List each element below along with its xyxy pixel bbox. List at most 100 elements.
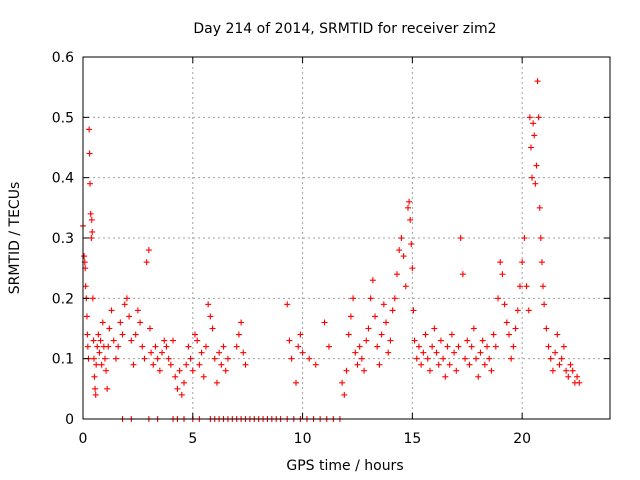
data-point — [411, 337, 418, 344]
data-point — [121, 301, 128, 308]
data-point — [535, 114, 542, 121]
data-point — [222, 367, 229, 374]
data-point — [490, 331, 497, 338]
data-point — [519, 259, 526, 266]
data-point — [451, 349, 458, 356]
data-point — [90, 355, 97, 362]
data-point — [325, 343, 332, 350]
data-point — [391, 295, 398, 302]
data-point — [415, 343, 422, 350]
data-point — [284, 301, 291, 308]
data-point — [207, 313, 214, 320]
data-point — [145, 247, 152, 254]
data-point — [552, 349, 559, 356]
data-point — [372, 313, 379, 320]
data-point — [88, 235, 95, 241]
data-point — [213, 379, 220, 386]
data-point — [473, 355, 480, 362]
data-point — [497, 259, 504, 266]
data-point — [218, 361, 225, 368]
data-point — [159, 349, 166, 356]
data-point — [464, 337, 471, 344]
data-point — [402, 283, 409, 290]
data-point — [93, 361, 100, 368]
data-point — [87, 210, 94, 217]
x-axis-label: GPS time / hours — [286, 458, 403, 474]
data-point — [433, 349, 440, 356]
data-point — [367, 295, 374, 302]
data-point — [394, 271, 401, 278]
data-point — [235, 331, 242, 338]
data-point — [514, 307, 521, 314]
data-point — [354, 361, 361, 368]
data-point — [117, 319, 124, 326]
data-point — [150, 361, 157, 368]
data-point — [137, 319, 144, 326]
data-point — [398, 235, 405, 241]
data-point — [345, 331, 352, 338]
data-point — [132, 331, 139, 338]
data-point — [512, 325, 519, 332]
data-point — [143, 259, 150, 266]
data-point — [453, 367, 460, 374]
data-point — [128, 337, 135, 344]
data-point — [126, 313, 133, 320]
data-point — [119, 331, 126, 338]
data-point — [350, 295, 357, 302]
data-point — [299, 349, 306, 356]
data-point — [134, 307, 141, 314]
chart-title: Day 214 of 2014, SRMTID for receiver zim… — [193, 21, 496, 37]
data-point — [176, 367, 183, 374]
data-point — [505, 331, 512, 338]
data-point — [198, 349, 205, 356]
data-point — [538, 259, 545, 266]
data-point — [466, 361, 473, 368]
data-point — [481, 361, 488, 368]
y-tick-label: 0 — [65, 412, 74, 428]
y-axis-ticks: 0 0.1 0.2 0.3 0.4 0.5 0.6 — [52, 50, 610, 428]
data-point — [86, 150, 93, 157]
data-point — [99, 319, 106, 326]
data-point — [424, 355, 431, 362]
data-point — [84, 331, 91, 338]
data-point — [187, 355, 194, 362]
data-point — [549, 367, 556, 374]
data-point — [407, 216, 414, 223]
data-point — [525, 307, 532, 314]
data-point — [560, 343, 567, 350]
data-point — [106, 325, 113, 332]
data-point — [527, 144, 534, 151]
data-point — [499, 271, 506, 278]
x-tick-label: 0 — [79, 431, 88, 447]
data-point — [341, 391, 348, 398]
data-point — [95, 331, 102, 338]
data-point — [92, 391, 99, 398]
y-tick-label: 0.5 — [52, 110, 74, 126]
data-point — [91, 373, 98, 380]
data-point — [167, 361, 174, 368]
data-point — [510, 343, 517, 350]
data-point — [523, 283, 530, 290]
data-point — [205, 301, 212, 308]
data-point — [543, 325, 550, 332]
data-point — [152, 343, 159, 350]
data-point — [400, 253, 407, 260]
data-point — [202, 343, 209, 350]
data-point — [408, 241, 415, 248]
data-point — [209, 325, 216, 332]
data-point — [541, 301, 548, 308]
data-point — [365, 325, 372, 332]
y-tick-label: 0.1 — [52, 352, 74, 368]
data-point — [103, 367, 110, 374]
data-point — [385, 349, 392, 356]
data-point — [189, 367, 196, 374]
data-point — [191, 331, 198, 338]
data-point — [82, 283, 89, 290]
data-point — [115, 343, 122, 350]
data-point — [530, 120, 537, 127]
data-point — [446, 361, 453, 368]
data-point — [220, 343, 227, 350]
data-point — [448, 331, 455, 338]
